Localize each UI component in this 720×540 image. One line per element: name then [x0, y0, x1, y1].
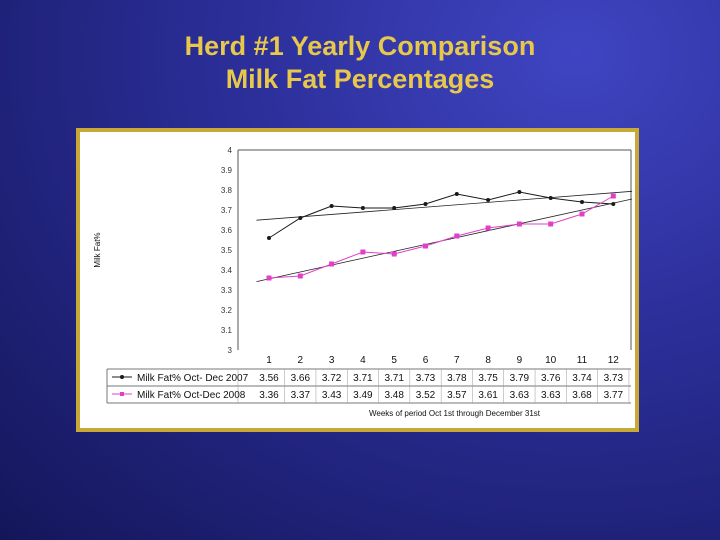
y-tick-label: 3.1 — [221, 326, 233, 335]
data-point — [298, 216, 303, 220]
table-cell-value: 3.61 — [478, 390, 498, 401]
table-cell-value: 3.73 — [604, 373, 624, 384]
table-cell-value: 3.78 — [447, 373, 467, 384]
x-category-label: 10 — [545, 355, 557, 366]
data-point — [266, 275, 272, 281]
table-cell-value: 3.49 — [353, 390, 373, 401]
x-category-label: 7 — [454, 355, 460, 366]
data-point — [297, 273, 303, 279]
table-cell-value: 3.63 — [541, 390, 561, 401]
y-tick-label: 3.3 — [221, 286, 233, 295]
data-point — [485, 225, 491, 231]
data-point — [579, 211, 585, 217]
title-line-2: Milk Fat Percentages — [225, 64, 495, 94]
x-category-label: 8 — [485, 355, 491, 366]
y-tick-label: 3.2 — [221, 306, 233, 315]
legend-marker — [120, 375, 124, 379]
table-cell-value: 3.73 — [416, 373, 436, 384]
data-point — [486, 198, 491, 202]
x-category-label: 6 — [423, 355, 429, 366]
data-point — [517, 190, 522, 194]
data-point — [423, 243, 428, 249]
data-point — [454, 233, 460, 239]
x-category-label: 12 — [608, 355, 620, 366]
data-point — [548, 221, 554, 227]
table-cell-value: 3.52 — [416, 390, 436, 401]
trendline — [256, 190, 633, 221]
table-cell-value: 3.72 — [322, 373, 342, 384]
y-tick-label: 3.4 — [221, 266, 233, 275]
series-line — [268, 195, 614, 279]
x-category-label: 1 — [266, 355, 272, 366]
x-axis-label: Weeks of period Oct 1st through December… — [369, 409, 541, 418]
table-cell-value: 3.79 — [510, 373, 530, 384]
data-point — [329, 261, 335, 267]
table-cell-value: 3.37 — [291, 390, 311, 401]
table-cell-value: 3.77 — [604, 390, 624, 401]
table-cell-value: 3.75 — [478, 373, 498, 384]
data-point — [360, 249, 366, 255]
table-cell-value: 3.71 — [353, 373, 373, 384]
y-tick-label: 3.5 — [221, 246, 233, 255]
y-tick-label: 3.7 — [221, 206, 233, 215]
data-point — [329, 204, 334, 208]
legend-label: Milk Fat% Oct- Dec 2007 — [137, 373, 249, 384]
y-tick-label: 3 — [228, 346, 233, 355]
table-cell-value: 3.74 — [572, 373, 592, 384]
y-tick-label: 3.9 — [221, 166, 233, 175]
table-cell-value: 3.36 — [259, 390, 279, 401]
table-cell-value: 3.56 — [259, 373, 279, 384]
x-category-label: 9 — [517, 355, 523, 366]
data-point — [391, 251, 397, 257]
x-category-label: 11 — [577, 355, 588, 366]
data-point — [454, 192, 459, 196]
x-category-label: 3 — [329, 355, 335, 366]
data-point — [610, 193, 616, 199]
table-cell-value: 3.76 — [541, 373, 561, 384]
legend-label: Milk Fat% Oct-Dec 2008 — [137, 390, 246, 401]
series-line — [268, 191, 614, 239]
table-cell-value: 3.48 — [384, 390, 404, 401]
x-category-label: 5 — [391, 355, 397, 366]
data-point — [580, 200, 584, 204]
data-point — [360, 206, 365, 210]
table-cell-value: 3.43 — [322, 390, 342, 401]
data-point — [267, 236, 271, 240]
data-point — [423, 202, 428, 206]
title-line-1: Herd #1 Yearly Comparison — [184, 31, 536, 61]
y-axis-label: Milk Fat% — [93, 232, 102, 267]
x-category-label: 2 — [298, 355, 304, 366]
legend-marker — [120, 392, 124, 396]
table-cell-value: 3.71 — [384, 373, 404, 384]
slide-title: Herd #1 Yearly Comparison Milk Fat Perce… — [0, 30, 720, 96]
x-category-label: 4 — [360, 355, 366, 366]
y-tick-label: 3.6 — [221, 226, 233, 235]
table-cell-value: 3.63 — [510, 390, 530, 401]
data-point — [548, 196, 553, 200]
y-tick-label: 4 — [228, 146, 233, 155]
table-cell-value: 3.66 — [291, 373, 311, 384]
data-point — [516, 221, 522, 227]
data-point — [392, 206, 397, 210]
table-cell-value: 3.68 — [572, 390, 592, 401]
table-cell-value: 3.57 — [447, 390, 467, 401]
chart-frame: 3 3.1 3.2 3.3 3.4 3.5 3.6 3.7 3.8 3.9 4 Milk Fat% 1 2… — [76, 128, 639, 432]
y-tick-label: 3.8 — [221, 186, 233, 195]
